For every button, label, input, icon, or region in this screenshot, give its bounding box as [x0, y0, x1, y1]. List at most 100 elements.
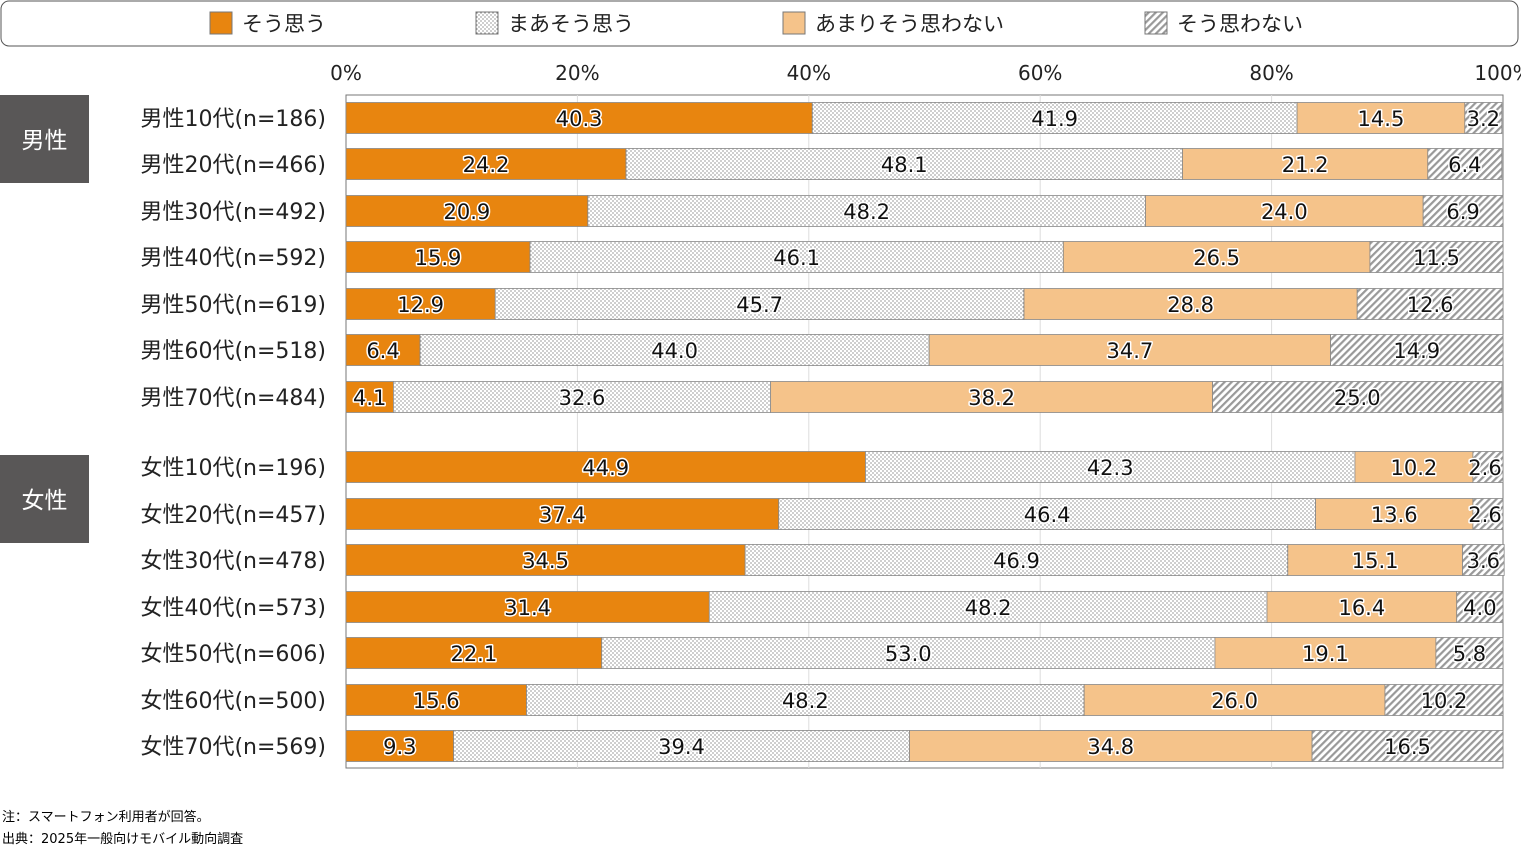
data-label: 48.1 [881, 153, 928, 177]
bar-segment [345, 684, 527, 716]
bar-segment [345, 730, 455, 762]
legend-box [0, 0, 1519, 47]
legend-swatch [1144, 11, 1168, 35]
legend-label: まあそう思う [508, 12, 634, 36]
data-label: 28.8 [1167, 293, 1214, 317]
x-tick-label: 80% [1249, 61, 1293, 85]
row-label: 男性60代(n=518) [140, 339, 326, 364]
group-label: 男性 [22, 128, 68, 154]
legend-swatch [475, 11, 499, 35]
bar-segment [1287, 544, 1463, 576]
data-label: 53.0 [885, 642, 932, 666]
data-label: 10.2 [1421, 689, 1468, 713]
x-tick-label: 100% [1474, 61, 1521, 85]
data-label: 25.0 [1334, 386, 1381, 410]
data-label: 6.9 [1446, 200, 1479, 224]
data-label: 42.3 [1087, 456, 1134, 480]
bar-segment [1356, 288, 1504, 320]
bar-segment [345, 498, 780, 530]
data-label: 48.2 [965, 596, 1012, 620]
bar-segment [601, 637, 1216, 669]
data-label: 46.1 [773, 246, 820, 270]
data-label: 34.5 [522, 549, 569, 573]
x-tick-label: 0% [330, 61, 362, 85]
data-label: 6.4 [366, 339, 399, 363]
bar-segment [526, 684, 1085, 716]
bar-segment [1472, 451, 1504, 483]
bar-segment [1330, 334, 1504, 366]
bar-segment [1384, 684, 1504, 716]
bar-segment [1145, 195, 1424, 227]
row-label: 男性40代(n=592) [140, 246, 326, 271]
footnote: 注：スマートフォン利用者が回答。 [2, 810, 210, 825]
bar-segment [1472, 498, 1504, 530]
bar-segment [1182, 148, 1429, 180]
data-label: 9.3 [383, 735, 416, 759]
data-label: 48.2 [782, 689, 829, 713]
data-label: 34.8 [1087, 735, 1134, 759]
data-label: 26.5 [1193, 246, 1240, 270]
bar-segment [1369, 241, 1504, 273]
data-label: 32.6 [559, 386, 606, 410]
legend-label: そう思う [242, 12, 326, 36]
data-label: 38.2 [968, 386, 1015, 410]
row-label: 女性20代(n=457) [140, 503, 326, 528]
bar-segment [345, 544, 746, 576]
bar-segment [811, 102, 1298, 134]
data-label: 4.0 [1463, 596, 1496, 620]
data-label: 45.7 [736, 293, 783, 317]
data-label: 11.5 [1413, 246, 1460, 270]
bar-segment [587, 195, 1146, 227]
data-label: 40.3 [556, 107, 603, 131]
data-label: 6.4 [1448, 153, 1481, 177]
data-label: 34.7 [1106, 339, 1153, 363]
data-label: 21.2 [1282, 153, 1329, 177]
row-label: 男性50代(n=619) [140, 293, 326, 318]
bar-segment [1296, 102, 1466, 134]
data-label: 24.2 [463, 153, 510, 177]
bar-segment [1422, 195, 1504, 227]
source-note: 出典：2025年一般向けモバイル動向調査 [2, 832, 244, 847]
data-label: 46.4 [1024, 503, 1071, 527]
data-label: 2.6 [1468, 456, 1501, 480]
data-label: 16.5 [1384, 735, 1431, 759]
data-label: 46.9 [993, 549, 1040, 573]
legend-swatch [209, 11, 233, 35]
bar-segment [1266, 591, 1458, 623]
bar-segment [345, 195, 589, 227]
row-label: 女性70代(n=569) [140, 735, 326, 760]
bar-segment [1435, 637, 1504, 669]
data-label: 12.6 [1407, 293, 1454, 317]
bar-segment [909, 730, 1313, 762]
row-label: 女性40代(n=573) [140, 596, 326, 621]
data-label: 15.6 [413, 689, 460, 713]
bar-segment [770, 381, 1213, 413]
row-label: 男性20代(n=466) [140, 153, 326, 178]
bar-segment [345, 102, 813, 134]
bar-segment [928, 334, 1332, 366]
bar-segment [778, 498, 1316, 530]
group-label: 女性 [22, 488, 68, 514]
data-label: 41.9 [1031, 107, 1078, 131]
data-label: 26.0 [1211, 689, 1258, 713]
x-tick-label: 60% [1018, 61, 1062, 85]
data-label: 14.5 [1358, 107, 1405, 131]
bar-segment [1462, 544, 1505, 576]
bar-segment [1212, 381, 1503, 413]
data-label: 24.0 [1261, 200, 1308, 224]
data-label: 4.1 [353, 386, 386, 410]
bar-segment [345, 241, 531, 273]
data-label: 22.1 [450, 642, 497, 666]
bar-segment [345, 148, 627, 180]
data-label: 3.2 [1467, 107, 1500, 131]
row-label: 男性10代(n=186) [140, 107, 326, 132]
data-label: 19.1 [1302, 642, 1349, 666]
bar-segment [1214, 637, 1437, 669]
x-tick-label: 40% [787, 61, 831, 85]
data-label: 20.9 [444, 200, 491, 224]
row-label: 男性70代(n=484) [140, 386, 326, 411]
bar-segment [865, 451, 1356, 483]
data-label: 39.4 [658, 735, 705, 759]
bar-segment [419, 334, 930, 366]
